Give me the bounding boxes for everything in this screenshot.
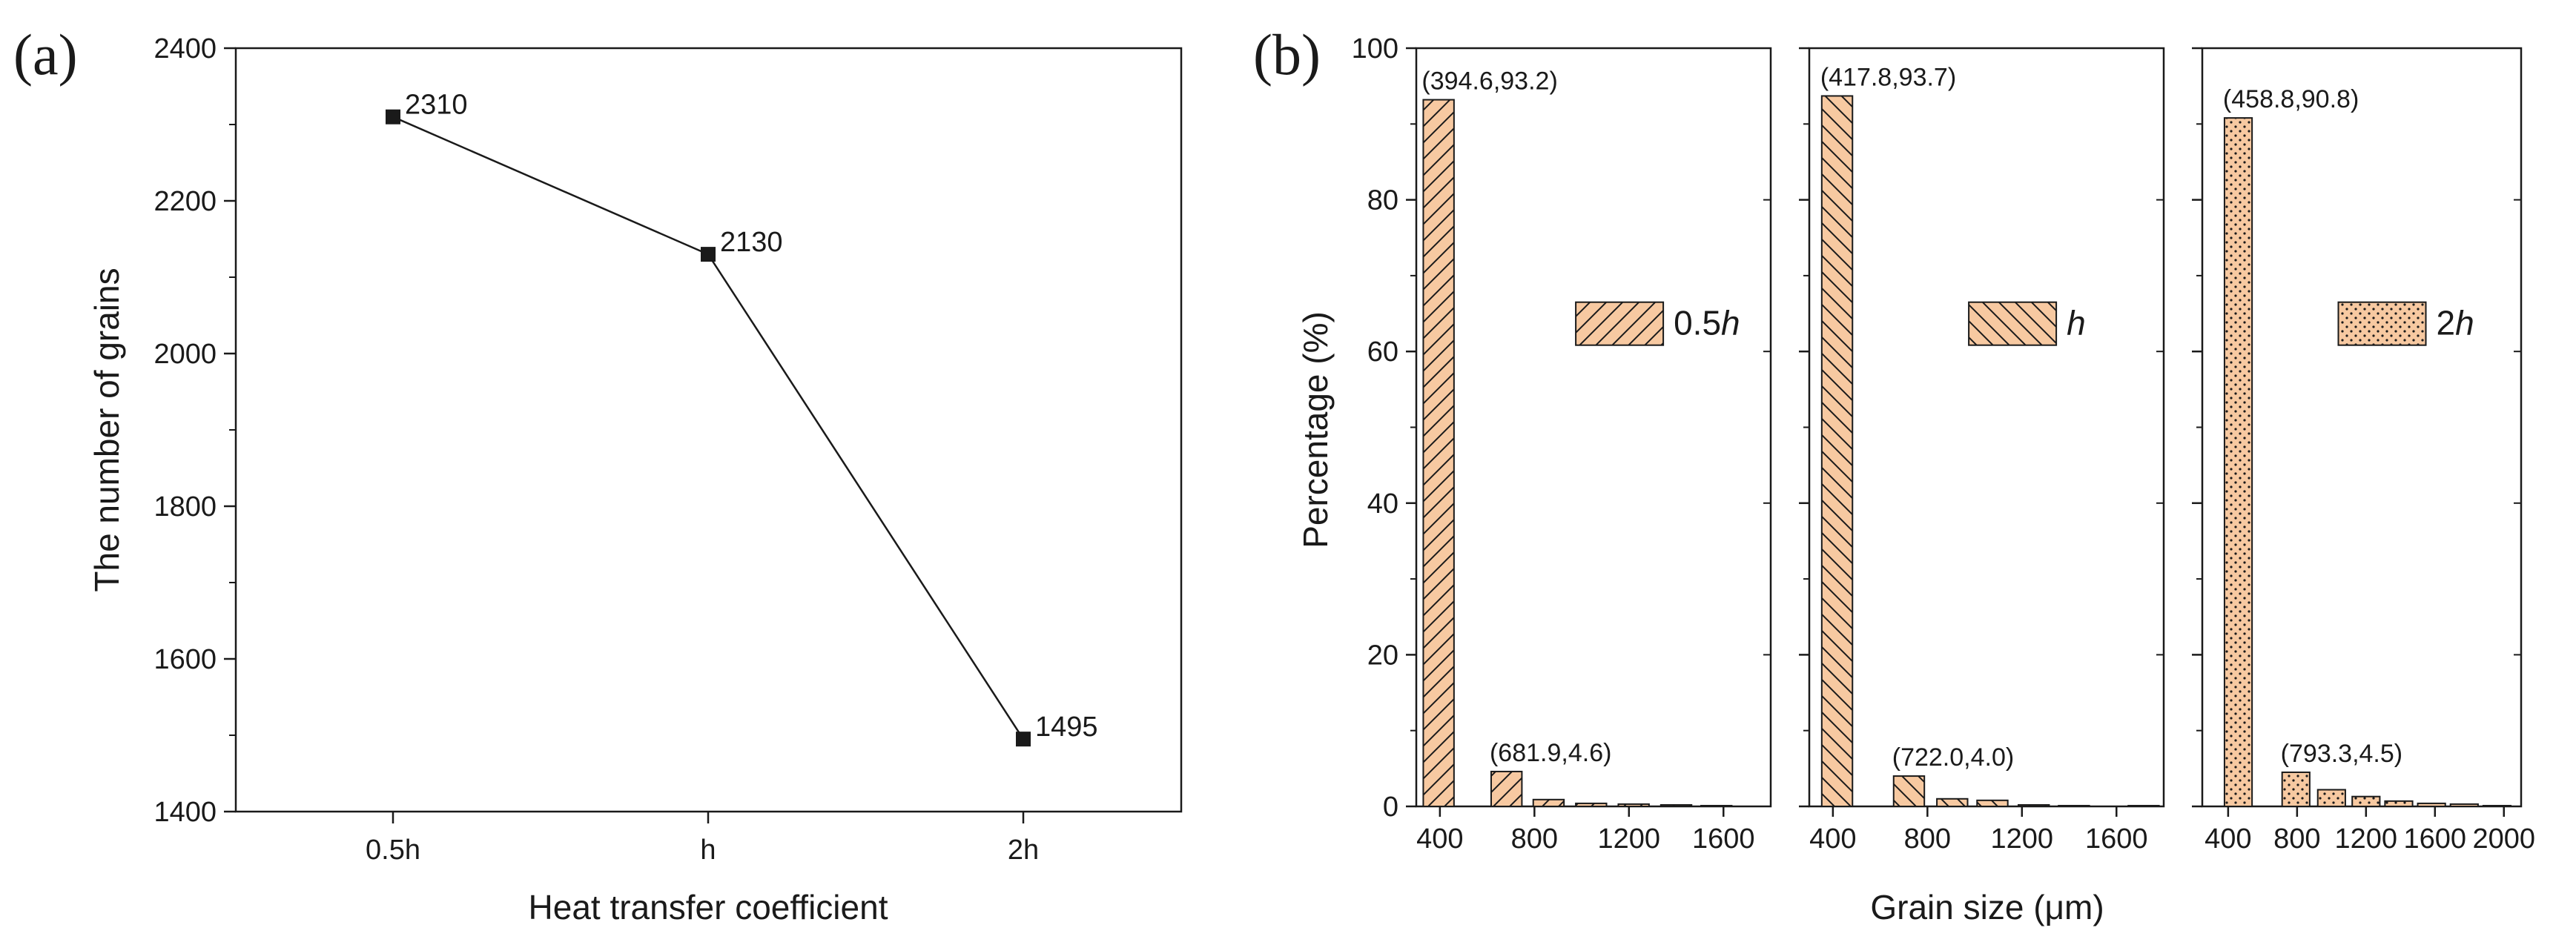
data-label: 2130 — [720, 227, 783, 258]
bar-annotation: (681.9,4.6) — [1490, 739, 1611, 767]
y-tick-label: 2400 — [153, 33, 217, 64]
data-label: 2310 — [405, 90, 468, 121]
data-point-marker — [1016, 732, 1031, 747]
legend-swatch — [2337, 301, 2427, 346]
panel-label-a: (a) — [13, 22, 78, 87]
subplot-frame — [1415, 47, 1772, 808]
legend-label: 0.5h — [1674, 304, 1740, 342]
panel-a-line-chart: 1400 1600 1800 2000 2200 2400 0.5h h 2h 2310 213… — [87, 33, 1183, 926]
panel-a-plot-frame — [234, 47, 1183, 813]
histogram-bar — [1820, 95, 1854, 808]
histogram-bar — [2223, 117, 2253, 807]
x-tick-label: 1600 — [2404, 823, 2467, 855]
legend-label-italic: h — [2067, 304, 2086, 342]
data-label: 1495 — [1035, 712, 1098, 743]
histogram-bar — [2316, 789, 2346, 808]
histogram-bar — [2018, 803, 2050, 807]
histogram-bar — [1617, 803, 1650, 808]
panel-b-subplot-0: 0 20 40 60 80 100 400 800 1200 1600 (394.6,93.2) (6… — [1352, 33, 1772, 855]
panel-a-x-axis-title: Heat transfer coefficient — [529, 888, 888, 926]
x-tick-label: 800 — [1904, 823, 1951, 855]
y-tick-label: 2200 — [153, 186, 217, 217]
bar-annotation: (458.8,90.8) — [2223, 85, 2359, 113]
x-tick-label: 2000 — [2472, 823, 2535, 855]
x-tick-label: 1600 — [2085, 823, 2148, 855]
x-tick-label: 400 — [2205, 823, 2251, 855]
panel-a-y-axis: 1400 1600 1800 2000 2200 2400 — [153, 33, 236, 828]
histogram-bar — [1422, 99, 1455, 807]
panel-b-subplot-1: 400 800 1200 1600 (417.8,93.7) (722.0,4.0) h — [1799, 47, 2165, 855]
histogram-bar — [1936, 798, 1969, 808]
histogram-bar — [1976, 799, 2009, 808]
histogram-bar — [1490, 770, 1523, 808]
y-tick-label: 1600 — [153, 644, 217, 675]
histogram-bar — [2384, 800, 2414, 807]
bar-annotation: (793.3,4.5) — [2281, 740, 2402, 768]
x-tick-label: 0.5h — [366, 835, 420, 866]
x-tick-label: h — [700, 835, 716, 866]
data-point-marker — [701, 247, 716, 262]
y-tick-label: 60 — [1367, 336, 1398, 368]
x-tick-label: 2h — [1008, 835, 1039, 866]
histogram-bar — [2281, 771, 2311, 807]
subplot-frame — [1808, 47, 2165, 808]
histogram-bar — [1575, 802, 1608, 807]
y-tick-label: 100 — [1352, 33, 1398, 64]
series-line — [392, 116, 1025, 740]
x-tick-label: 1600 — [1692, 823, 1755, 855]
panel-b-subplot-2: 400 800 1200 1600 2000 (458.8,90.8) (793.3,4.5… — [2192, 47, 2535, 855]
histogram-bar — [2417, 802, 2446, 807]
y-tick-label: 80 — [1367, 185, 1398, 216]
y-tick-label: 20 — [1367, 640, 1398, 671]
legend-label-italic: h — [2455, 304, 2474, 342]
panel-b-bar-charts: Percentage (%) Grain size (μm) 0 20 40 60 80… — [1296, 33, 2535, 926]
y-tick-label: 2000 — [153, 339, 217, 370]
x-tick-label: 1200 — [1598, 823, 1661, 855]
panel-label-b: (b) — [1253, 22, 1321, 87]
panel-a-x-axis: 0.5h h 2h — [366, 812, 1039, 866]
x-tick-label: 800 — [1511, 823, 1558, 855]
y-tick-label: 40 — [1367, 488, 1398, 520]
legend-label-text: 2 — [2437, 304, 2456, 342]
histogram-bar — [1659, 803, 1693, 807]
y-tick-label: 1400 — [153, 797, 217, 828]
y-tick-label: 0 — [1383, 792, 1398, 823]
panel-a-y-axis-title: The number of grains — [87, 268, 126, 591]
legend-label: 2h — [2437, 304, 2474, 342]
histogram-bar — [1892, 775, 1926, 807]
x-tick-label: 800 — [2273, 823, 2320, 855]
legend-label: h — [2067, 304, 2086, 342]
bar-annotation: (417.8,93.7) — [1820, 63, 1956, 91]
y-tick-label: 1800 — [153, 491, 217, 523]
panel-b-y-axis-title: Percentage (%) — [1296, 311, 1335, 548]
x-tick-label: 400 — [1809, 823, 1856, 855]
panel-a-series: 2310 2130 1495 — [386, 90, 1098, 747]
legend-label-italic: h — [1721, 304, 1740, 342]
legend-swatch — [1968, 301, 2058, 346]
x-tick-label: 1200 — [1991, 823, 2054, 855]
x-tick-label: 1200 — [2335, 823, 2398, 855]
x-tick-label: 400 — [1416, 823, 1463, 855]
histogram-bar — [2351, 795, 2381, 808]
bar-annotation: (394.6,93.2) — [1421, 67, 1557, 96]
histogram-bar — [1532, 798, 1565, 807]
legend-swatch — [1575, 301, 1665, 346]
bar-annotation: (722.0,4.0) — [1892, 743, 2014, 772]
legend-label-text: 0.5 — [1674, 304, 1721, 342]
data-point-marker — [386, 109, 400, 125]
histogram-bar — [2449, 803, 2479, 808]
panel-b-x-axis-title: Grain size (μm) — [1870, 888, 2104, 926]
